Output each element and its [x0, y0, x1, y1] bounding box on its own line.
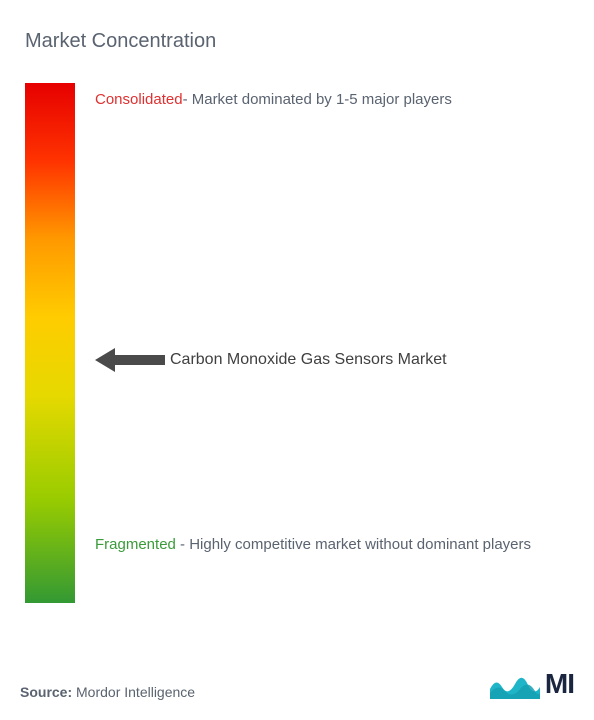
concentration-gradient-bar [25, 83, 75, 603]
source-value: Mordor Intelligence [76, 684, 195, 700]
brand-logo: MI [490, 668, 574, 700]
consolidated-annotation: Consolidated- Market dominated by 1-5 ma… [95, 91, 452, 108]
logo-text: MI [545, 668, 574, 700]
source-label: Source: [20, 684, 72, 700]
consolidated-rest: - Market dominated by 1-5 major players [183, 91, 452, 108]
fragmented-rest: - Highly competitive market without domi… [176, 536, 531, 553]
market-label: Carbon Monoxide Gas Sensors Market [170, 351, 447, 369]
consolidated-highlight: Consolidated [95, 91, 183, 108]
fragmented-highlight: Fragmented [95, 536, 176, 553]
labels-area: Consolidated- Market dominated by 1-5 ma… [75, 83, 574, 623]
chart-title: Market Concentration [25, 30, 574, 53]
main-chart-area: Consolidated- Market dominated by 1-5 ma… [20, 83, 574, 623]
fragmented-annotation: Fragmented - Highly competitive market w… [95, 533, 551, 557]
footer: Source: Mordor Intelligence MI [20, 668, 574, 700]
market-pointer: Carbon Monoxide Gas Sensors Market [95, 348, 447, 372]
arrow-left-icon [95, 348, 165, 372]
logo-wave-icon [490, 669, 540, 699]
source-text: Source: Mordor Intelligence [20, 684, 195, 700]
